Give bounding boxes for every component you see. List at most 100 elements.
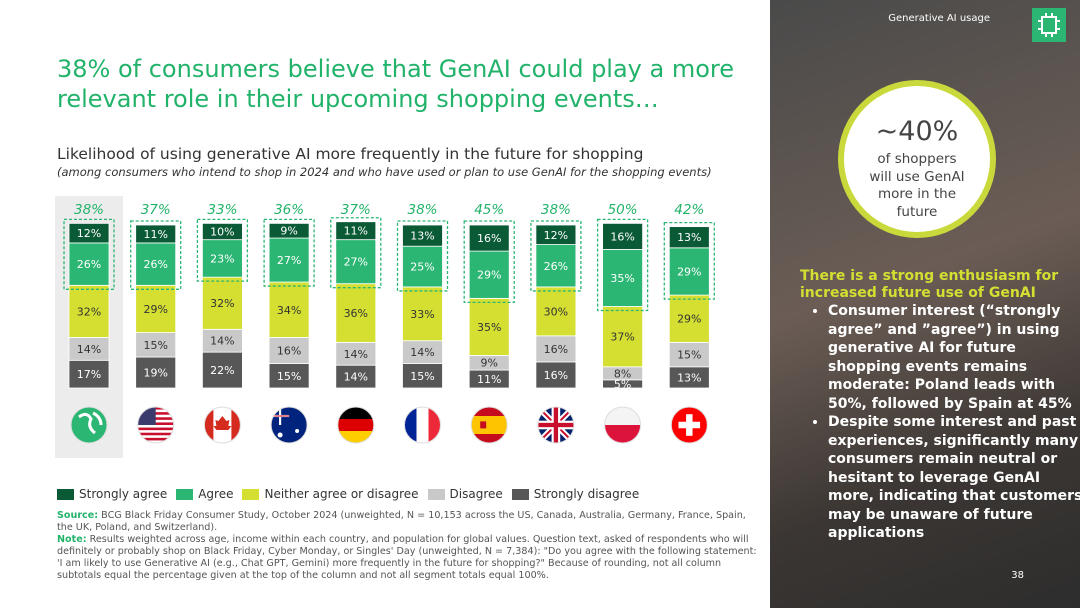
flag — [137, 406, 175, 444]
legend-swatch — [511, 488, 529, 500]
data-label: 32% — [210, 297, 234, 310]
data-label: 27% — [344, 256, 368, 269]
data-label: 12% — [77, 227, 101, 240]
flag-ring — [404, 406, 441, 444]
flag-ring — [604, 406, 642, 444]
source: BCG Black Friday Consumer Study, October… — [57, 510, 746, 533]
data-label: 9% — [480, 357, 497, 370]
subtotal-label: 38% — [74, 202, 104, 218]
bar-segment — [201, 222, 243, 241]
bar-segment — [335, 221, 377, 241]
flag-ring — [537, 406, 575, 444]
bar-segment — [402, 245, 443, 288]
data-label: 25% — [410, 261, 434, 274]
bar-segment — [402, 224, 443, 247]
subtotal-box — [196, 218, 249, 282]
data-label: 23% — [210, 252, 234, 265]
data-label: 17% — [77, 368, 101, 381]
flag-part — [428, 407, 441, 443]
note: Results weighted across age, income with… — [57, 534, 757, 581]
flag-part — [271, 415, 290, 417]
data-label: 16% — [544, 369, 568, 382]
data-label: 32% — [77, 305, 101, 318]
subtotal-box — [396, 220, 449, 292]
bar-segment — [335, 239, 377, 285]
flag — [604, 406, 642, 444]
legend-swatch — [427, 488, 445, 500]
bar-segment — [135, 242, 177, 286]
bar-segment — [535, 361, 577, 389]
data-label: 15% — [277, 370, 301, 383]
legend: Strongly agree Agree Neither agree or disa… — [57, 487, 639, 501]
subtotal-label: 33% — [207, 202, 237, 218]
flag-part — [204, 407, 214, 443]
data-label: 22% — [210, 364, 234, 377]
stat-text: of shoppers will use GenAI more in the f… — [869, 151, 965, 220]
subtotal-box — [530, 220, 582, 292]
data-label: 16% — [544, 343, 568, 356]
data-label: 16% — [477, 232, 501, 245]
legend-item: Strongly disagree — [511, 487, 639, 501]
subtotal-box — [130, 220, 182, 290]
legend-swatch — [242, 488, 260, 500]
legend-label: Neither agree or disagree — [264, 487, 419, 501]
legend-item: Disagree — [427, 487, 503, 501]
data-label: 10% — [210, 226, 234, 239]
flag — [537, 406, 575, 444]
data-label: 34% — [277, 304, 301, 317]
data-label: 33% — [410, 308, 434, 321]
flag-part — [337, 431, 374, 443]
slide-title: 38% of consumers believe that GenAI coul… — [57, 55, 735, 113]
icon — [1032, 8, 1066, 42]
flag-part — [271, 407, 308, 443]
stat-circle: ~40% of shoppers will use GenAI more in … — [838, 80, 996, 238]
data-label: 35% — [477, 321, 501, 334]
flag — [404, 406, 441, 444]
flag-part — [471, 416, 508, 434]
data-label: 26% — [77, 258, 101, 271]
data-label: 5% — [614, 378, 631, 391]
flag-part — [213, 416, 232, 430]
data-label: 9% — [280, 225, 297, 238]
bullet: Despite some interest and past experienc… — [828, 413, 1080, 543]
subtotal-label: 45% — [474, 202, 504, 218]
data-label: 11% — [344, 225, 368, 238]
subtotal-label: 38% — [541, 202, 571, 218]
bar-segment — [535, 286, 577, 337]
data-label: 14% — [344, 371, 368, 384]
data-label: 13% — [677, 371, 701, 384]
data-label: 15% — [143, 339, 167, 352]
legend-swatch — [57, 488, 74, 500]
subtotal-label: 37% — [141, 202, 171, 218]
flag-ring — [270, 406, 308, 444]
flag-body — [671, 407, 708, 443]
sidebar: Generative AI usage ~40% of shoppers wil… — [770, 0, 1080, 608]
flag-ring — [470, 406, 508, 444]
flag-body — [604, 407, 641, 443]
data-label: 19% — [143, 367, 167, 380]
chart-title: Likelihood of using generative AI more f… — [57, 145, 644, 163]
data-label: 14% — [344, 348, 368, 361]
legend-item: Neither agree or disagree — [242, 487, 419, 501]
flag-body — [204, 407, 241, 443]
subtotal-label: 38% — [407, 202, 437, 218]
flag-ring — [70, 406, 108, 444]
flag-part — [604, 425, 641, 443]
flag — [270, 406, 308, 444]
flag-body — [471, 407, 508, 443]
data-label: 15% — [677, 349, 701, 362]
flag-part — [137, 437, 174, 441]
flag-part — [277, 432, 283, 438]
flag-body — [404, 407, 441, 443]
legend-label: Disagree — [449, 487, 503, 501]
data-label: 26% — [143, 258, 167, 271]
flag — [203, 406, 241, 444]
bar-segment — [268, 363, 310, 389]
bar-segment — [468, 224, 510, 252]
bar-segment — [602, 306, 643, 368]
bar-segment — [402, 286, 443, 342]
note-label: Note: — [57, 534, 87, 545]
subtotal-box — [663, 221, 715, 300]
flag-part — [137, 432, 174, 436]
